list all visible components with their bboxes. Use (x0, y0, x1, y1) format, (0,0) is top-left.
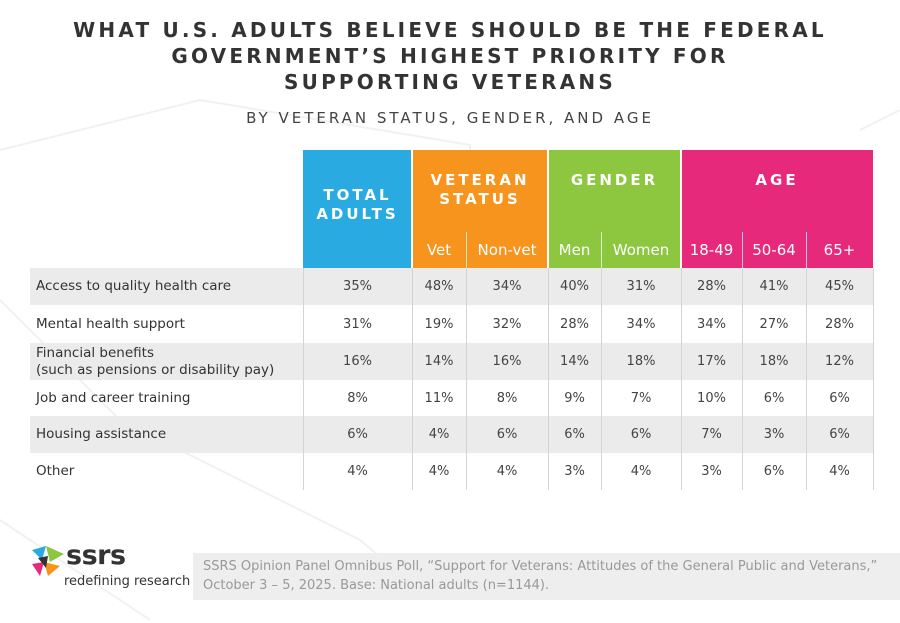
cell-value: 6% (347, 427, 368, 442)
cell-value: 18% (626, 354, 656, 369)
cell-value: 14% (424, 354, 454, 369)
cell-value: 48% (424, 279, 454, 294)
row-label: Job and career training (36, 389, 191, 406)
group-header-bg (681, 150, 873, 268)
cell-value: 4% (428, 427, 450, 442)
group-header: AGE (755, 171, 799, 189)
cell-value: 3% (564, 464, 585, 479)
cell-value: 12% (825, 354, 854, 369)
column-line (548, 268, 549, 490)
source-line: October 3 – 5, 2025. Base: National adul… (203, 578, 550, 593)
source-line: SSRS Opinion Panel Omnibus Poll, “Suppor… (203, 559, 878, 574)
cell-value: 16% (343, 354, 372, 369)
cell-value: 7% (630, 390, 652, 406)
cell-value: 10% (697, 390, 726, 406)
row-label: Other (36, 463, 75, 479)
group-header: TOTAL ADULTS (316, 186, 399, 223)
cell-value: 8% (496, 390, 518, 406)
cell-value: 17% (697, 354, 726, 369)
cell-value: 34% (626, 316, 656, 332)
column-line (466, 268, 467, 490)
group-header: GENDER (570, 171, 659, 189)
group-header-bg (412, 150, 548, 268)
cell-value: 8% (347, 390, 368, 406)
subcolumn-separator (742, 232, 743, 268)
group-header: VETERAN STATUS (430, 171, 530, 208)
logo-icon (32, 546, 64, 576)
group-separator (411, 150, 413, 268)
subtitle: BY VETERAN STATUS, GENDER, AND AGE (246, 109, 654, 127)
cell-value: 6% (763, 390, 785, 406)
cell-value: 6% (496, 427, 518, 442)
title-line: WHAT U.S. ADULTS BELIEVE SHOULD BE THE F… (73, 18, 827, 42)
cell-value: 11% (424, 390, 454, 406)
subcolumn-separator (601, 232, 602, 268)
cell-value: 45% (825, 279, 854, 294)
subcolumn-separator (806, 232, 807, 268)
cell-value: 3% (763, 427, 785, 442)
row-band (30, 268, 873, 305)
column-line (303, 268, 304, 490)
row-label: Housing assistance (36, 426, 167, 442)
group-separator (547, 150, 549, 268)
row-band (30, 343, 873, 380)
column-line (412, 268, 413, 490)
subcolumn-header: Vet (426, 241, 452, 259)
cell-value: 19% (424, 316, 454, 332)
title-line: SUPPORTING VETERANS (284, 70, 616, 94)
column-line (873, 268, 874, 490)
cell-value: 28% (697, 279, 726, 294)
cell-value: 27% (759, 316, 789, 332)
cell-value: 28% (560, 316, 589, 332)
cell-value: 6% (829, 427, 850, 442)
cell-value: 14% (560, 354, 589, 369)
group-header-bg (548, 150, 681, 268)
column-line (806, 268, 807, 490)
cell-value: 4% (496, 464, 518, 479)
column-line (742, 268, 743, 490)
cell-value: 6% (763, 464, 785, 479)
subcolumn-header: 50-64 (752, 241, 796, 259)
subcolumn-header: 65+ (823, 241, 856, 259)
cell-value: 7% (701, 427, 722, 442)
cell-value: 9% (564, 390, 585, 406)
cell-value: 18% (759, 354, 789, 369)
cell-value: 32% (492, 316, 522, 332)
cell-value: 16% (492, 354, 522, 369)
column-line (681, 268, 682, 490)
cell-value: 31% (626, 279, 656, 294)
row-label: Access to quality health care (36, 278, 232, 294)
group-separator (680, 150, 682, 268)
cell-value: 4% (630, 464, 652, 479)
cell-value: 4% (829, 464, 850, 479)
source-box (193, 553, 900, 600)
cell-value: 3% (701, 464, 722, 479)
cell-value: 35% (343, 279, 372, 294)
cell-value: 28% (825, 316, 854, 332)
subcolumn-header: Women (612, 241, 670, 259)
subcolumn-header: Non-vet (477, 241, 537, 259)
cell-value: 4% (428, 464, 450, 479)
row-band (30, 416, 873, 453)
subcolumn-header: Men (558, 241, 591, 259)
cell-value: 6% (630, 427, 652, 442)
subcolumn-header: 18-49 (689, 241, 734, 259)
cell-value: 4% (347, 464, 368, 479)
group-header-bg (303, 150, 412, 268)
subcolumn-separator (466, 232, 467, 268)
logo-tagline: redefining research (64, 574, 191, 589)
cell-value: 6% (829, 390, 850, 406)
cell-value: 34% (492, 279, 522, 294)
title-line: GOVERNMENT’S HIGHEST PRIORITY FOR (171, 44, 729, 68)
column-line (601, 268, 602, 490)
cell-value: 31% (343, 316, 372, 332)
cell-value: 40% (560, 279, 589, 294)
logo-name: ssrs (66, 540, 126, 571)
row-label: Mental health support (36, 315, 185, 332)
cell-value: 34% (697, 316, 726, 332)
cell-value: 41% (759, 279, 789, 294)
cell-value: 6% (564, 427, 585, 442)
row-label: Financial benefits (such as pensions or … (36, 344, 275, 378)
